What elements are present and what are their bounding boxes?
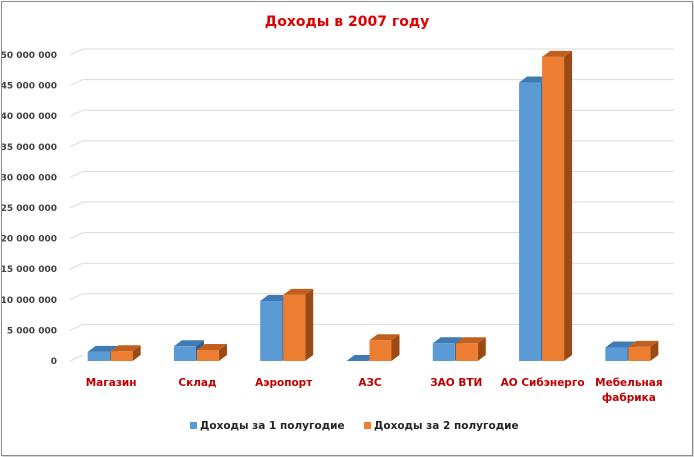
bar-top [87,345,118,352]
grid-line-depth [69,79,84,87]
y-tick-label: 45 000 000 [2,82,57,92]
bar-top [196,343,227,350]
grid-line-depth [69,293,84,301]
legend: Доходы за 1 полугодие Доходы за 2 полугод… [190,420,519,432]
bar-front [369,340,392,361]
legend-label: Доходы за 1 полугодие [200,420,345,432]
legend-swatch [364,422,371,429]
x-tick-label: Магазин [86,377,137,389]
bar-front [628,346,651,361]
bar-side [218,343,227,361]
bar-top [455,337,486,344]
y-tick-label: 30 000 000 [2,173,57,183]
x-tick-label: Склад [178,377,216,389]
bar-side [305,288,314,361]
y-tick-label: 25 000 000 [2,204,57,214]
bar-2-1 [196,343,227,361]
bar-2-6 [628,340,659,361]
y-axis: 0 5 000 000 10 000 000 15 000 000 20 000 000… [2,51,57,367]
bars [87,50,659,361]
x-tick-label: Мебельная фабрика [595,377,662,404]
bar-2-2 [283,288,314,361]
y-tick-label: 20 000 000 [2,235,57,245]
bar-front [542,56,565,361]
chart-title: Доходы в 2007 году [265,14,430,30]
bar-2-0 [110,345,141,361]
bar-top [173,340,204,347]
y-tick-label: 40 000 000 [2,112,57,122]
grid-lines [69,48,674,362]
y-tick-label: 5 000 000 [7,326,57,336]
bar-front [432,343,455,361]
bar-top [628,340,659,347]
bar-top [110,345,141,352]
y-tick-label: 50 000 000 [2,51,57,61]
legend-item-2: Доходы за 2 полугодие [364,420,519,432]
bar-top [346,355,377,361]
bar-top [542,50,573,57]
legend-item-1: Доходы за 1 полугодие [190,420,345,432]
bar-side [132,345,141,361]
bar-2-5 [542,50,573,361]
bar-front [196,349,219,361]
x-tick-label: АО Сибэнерго [501,377,585,389]
grid-line-depth [69,140,84,148]
grid-line-depth [69,48,84,56]
bar-2-4 [455,337,486,361]
x-axis: Магазин Склад Аэропорт АЗС ЗАО ВТИ АО Сибэнер… [86,377,663,404]
bar-front [455,343,478,361]
y-tick-label: 15 000 000 [2,265,57,275]
grid-line-depth [69,323,84,331]
y-tick-label: 10 000 000 [2,296,57,306]
x-tick-label: ЗАО ВТИ [430,377,482,389]
x-tick-label: АЗС [358,377,382,389]
grid-line-depth [69,262,84,270]
grid-line-depth [69,201,84,209]
bar-side [477,337,486,361]
bar-front [260,301,283,361]
bar-1-3 [346,355,377,361]
bar-front [110,351,133,361]
legend-label: Доходы за 2 полугодие [374,420,519,432]
bar-2-3 [369,334,400,361]
grid-line-depth [69,232,84,240]
grid-line-depth [69,170,84,178]
bar-top [605,341,636,348]
bar-side [564,50,573,361]
y-tick-label: 35 000 000 [2,143,57,153]
bar-top [369,334,400,341]
x-tick-label: Аэропорт [255,377,313,389]
floor-edge [69,354,84,362]
grid-line-depth [69,109,84,117]
bar-front [173,346,196,361]
bar-front [283,294,306,361]
bar-top [260,295,291,302]
bar-top [432,337,463,344]
bar-top [519,76,550,83]
bar-top [283,288,314,295]
bar-front [605,347,628,361]
bar-front [519,82,542,361]
bar-side [391,334,400,361]
bar-front [87,351,110,361]
bar-side [650,340,659,361]
y-tick-label: 0 [51,357,57,367]
legend-swatch [190,422,197,429]
